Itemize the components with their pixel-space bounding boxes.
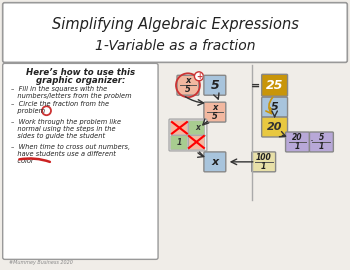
Text: 1: 1: [261, 162, 266, 171]
Text: 1-Variable as a fraction: 1-Variable as a fraction: [95, 39, 255, 53]
Text: 5: 5: [185, 85, 191, 94]
Text: color: color: [10, 158, 33, 164]
Text: have students use a different: have students use a different: [10, 151, 116, 157]
FancyBboxPatch shape: [177, 75, 199, 95]
FancyBboxPatch shape: [262, 117, 288, 137]
Text: Simplifying Algebraic Expressions: Simplifying Algebraic Expressions: [51, 17, 299, 32]
Text: 25: 25: [266, 79, 284, 92]
Circle shape: [194, 72, 203, 81]
FancyBboxPatch shape: [286, 132, 309, 152]
FancyBboxPatch shape: [204, 75, 226, 95]
Text: 1: 1: [295, 142, 300, 151]
Text: sides to guide the student: sides to guide the student: [10, 133, 105, 139]
FancyBboxPatch shape: [262, 97, 288, 117]
Text: x: x: [195, 123, 200, 132]
Text: x: x: [185, 76, 191, 85]
Text: =: =: [251, 80, 260, 90]
Text: x: x: [212, 103, 218, 112]
Text: –  Fill in the squares with the: – Fill in the squares with the: [10, 86, 107, 92]
Text: ·: ·: [309, 136, 314, 148]
Text: –  When time to cross out numbers,: – When time to cross out numbers,: [10, 143, 130, 150]
Text: 1: 1: [176, 138, 182, 147]
Text: 20: 20: [267, 122, 282, 132]
Text: problem: problem: [10, 108, 45, 114]
FancyBboxPatch shape: [171, 121, 187, 135]
FancyBboxPatch shape: [188, 121, 205, 135]
FancyBboxPatch shape: [262, 74, 288, 96]
FancyBboxPatch shape: [204, 152, 226, 172]
Text: +: +: [196, 72, 202, 81]
FancyBboxPatch shape: [188, 136, 205, 150]
FancyBboxPatch shape: [204, 102, 226, 122]
Text: graphic organizer:: graphic organizer:: [36, 76, 125, 85]
Text: –  Work through the problem like: – Work through the problem like: [10, 119, 121, 124]
Text: 5: 5: [271, 102, 279, 112]
FancyBboxPatch shape: [169, 119, 207, 151]
FancyBboxPatch shape: [171, 136, 187, 150]
Text: 5: 5: [212, 112, 218, 121]
FancyBboxPatch shape: [252, 152, 275, 172]
Text: 5: 5: [319, 133, 324, 142]
Text: 5: 5: [210, 79, 219, 92]
Text: numbers/letters from the problem: numbers/letters from the problem: [10, 93, 131, 99]
Text: 1: 1: [319, 142, 324, 151]
Text: 100: 100: [256, 153, 272, 162]
Text: normal using the steps in the: normal using the steps in the: [10, 126, 115, 132]
FancyBboxPatch shape: [3, 3, 347, 62]
FancyBboxPatch shape: [309, 132, 333, 152]
Text: 20: 20: [292, 133, 303, 142]
Text: #Mummey Business 2020: #Mummey Business 2020: [9, 260, 72, 265]
Text: x: x: [211, 157, 218, 167]
Text: –  Circle the fraction from the: – Circle the fraction from the: [10, 100, 109, 107]
FancyBboxPatch shape: [3, 63, 158, 259]
Text: Here’s how to use this: Here’s how to use this: [26, 68, 135, 77]
